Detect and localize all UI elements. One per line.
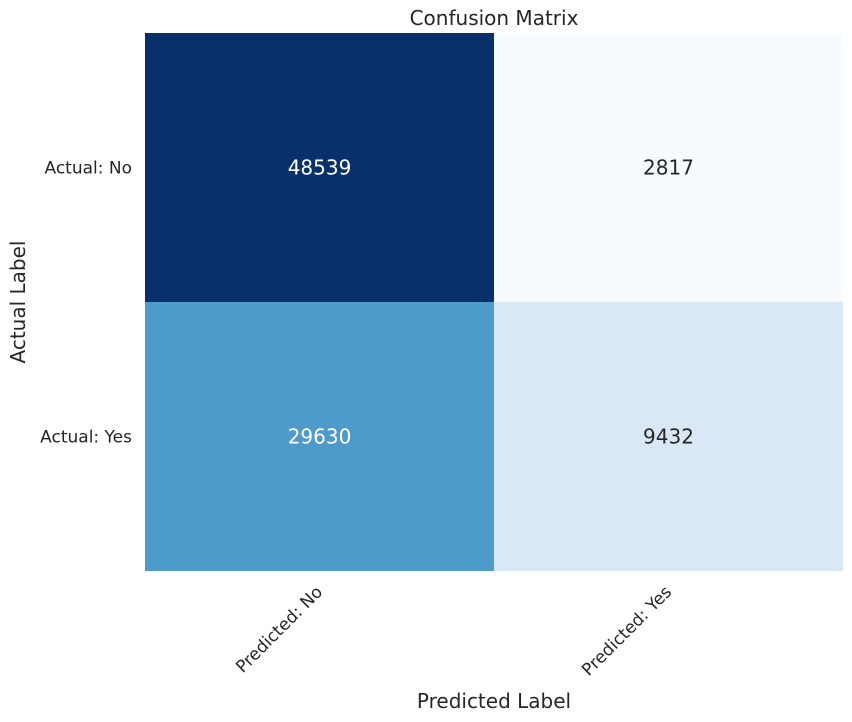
cell-value-r1-c0: 29630 — [288, 425, 352, 449]
heatmap-cells — [145, 33, 843, 571]
heatmap-cell-r0-c1 — [494, 33, 843, 302]
heatmap-cell-r1-c1 — [494, 302, 843, 571]
cell-value-r0-c0: 48539 — [288, 156, 352, 180]
y-axis-tick-labels: Actual: No Actual: Yes — [40, 159, 132, 448]
heatmap-cell-r0-c0 — [145, 33, 494, 302]
heatmap-cell-r1-c0 — [145, 302, 494, 571]
y-axis-label: Actual Label — [6, 241, 30, 364]
y-tick-label-1: Actual: Yes — [40, 428, 132, 448]
chart-title: Confusion Matrix — [410, 6, 579, 30]
x-tick-label-0: Predicted: No — [232, 582, 327, 677]
y-tick-label-0: Actual: No — [44, 159, 132, 179]
x-axis-tick-labels: Predicted: No Predicted: Yes — [232, 582, 676, 680]
cell-value-r0-c1: 2817 — [643, 156, 694, 180]
heatmap-cell-labels: 48539 2817 29630 9432 — [288, 156, 694, 449]
x-axis-label: Predicted Label — [417, 689, 571, 713]
cell-value-r1-c1: 9432 — [643, 425, 694, 449]
x-tick-label-1: Predicted: Yes — [578, 582, 676, 680]
